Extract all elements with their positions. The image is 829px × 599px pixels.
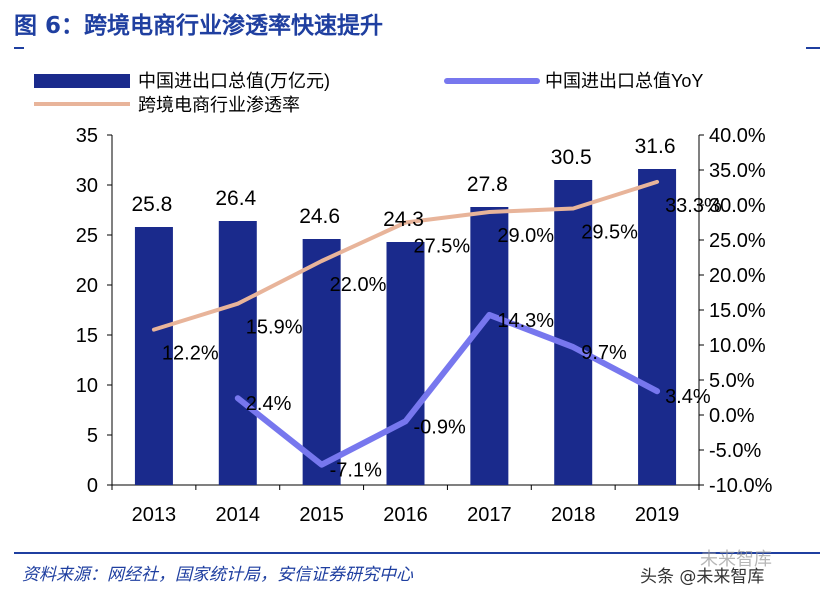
x-tick-label: 2014	[216, 504, 261, 526]
bar-value-label: 26.4	[215, 187, 256, 210]
yoy-value-label: 3.4%	[665, 386, 711, 408]
left-tick-label: 0	[87, 475, 98, 497]
yoy-value-label: -0.9%	[414, 416, 466, 438]
penetration-line	[151, 179, 660, 332]
x-tick-label: 2019	[635, 504, 680, 526]
yoy-line	[234, 311, 661, 468]
bar-value-label: 24.6	[299, 205, 340, 228]
yoy-value-label: 14.3%	[497, 310, 554, 332]
legend-label-yoy: 中国进出口总值YoY	[545, 71, 703, 91]
bar-value-label: 25.8	[131, 193, 172, 216]
legend-swatch-trade-value	[34, 74, 130, 88]
bar-2014	[218, 221, 257, 485]
right-tick-label: 30.0%	[709, 195, 766, 217]
bar-2019	[638, 169, 677, 485]
bar-series	[134, 169, 677, 485]
bar-value-label: 30.5	[551, 146, 592, 169]
bar-2013	[134, 227, 173, 485]
chart-title: 图 6：跨境电商行业渗透率快速提升	[14, 13, 384, 39]
x-tick-label: 2017	[467, 504, 512, 526]
yoy-value-label: 2.4%	[246, 393, 292, 415]
right-tick-label: 15.0%	[709, 300, 766, 322]
yoy-value-label: -7.1%	[330, 460, 382, 482]
line-series	[151, 179, 661, 468]
right-tick-label: 40.0%	[709, 125, 766, 147]
bar-2016	[386, 242, 425, 485]
x-tick-label: 2015	[299, 504, 344, 526]
left-tick-label: 25	[76, 225, 98, 247]
left-tick-label: 30	[76, 175, 98, 197]
title-rule-left	[14, 47, 24, 49]
left-tick-label: 5	[87, 425, 98, 447]
right-tick-label: 10.0%	[709, 335, 766, 357]
left-tick-label: 20	[76, 275, 98, 297]
penetration-value-label: 33.3%	[665, 195, 722, 217]
penetration-value-label: 22.0%	[330, 274, 387, 296]
legend-label-penetration: 跨境电商行业渗透率	[138, 95, 300, 115]
right-tick-label: 20.0%	[709, 265, 766, 287]
legend-label-trade-value: 中国进出口总值(万亿元)	[138, 71, 330, 91]
right-tick-label: 25.0%	[709, 230, 766, 252]
penetration-value-label: 12.2%	[162, 343, 219, 365]
penetration-value-label: 27.5%	[414, 236, 471, 258]
bar-value-label: 31.6	[635, 135, 676, 158]
penetration-value-label: 15.9%	[246, 317, 303, 339]
bar-2018	[554, 180, 593, 485]
axes: 0 5 10 15 20 25 30 35 -10.0% -5.0% 0.0% 5.0% 10.0% 15…	[76, 125, 773, 526]
penetration-value-label: 29.0%	[497, 225, 554, 247]
footer-rule	[14, 552, 820, 554]
x-tick-label: 2016	[383, 504, 428, 526]
bar-value-label: 24.3	[383, 208, 424, 231]
left-tick-label: 15	[76, 325, 98, 347]
legend: 中国进出口总值(万亿元) 中国进出口总值YoY 跨境电商行业渗透率	[34, 71, 703, 115]
right-tick-label: 35.0%	[709, 160, 766, 182]
penetration-value-label: 29.5%	[581, 222, 638, 244]
left-tick-label: 35	[76, 125, 98, 147]
title-rule-right	[806, 47, 820, 49]
source-note: 资料来源：网经社，国家统计局，安信证券研究中心	[22, 565, 413, 585]
right-tick-label: 0.0%	[709, 405, 755, 427]
data-labels: 25.8 26.4 24.6 24.3 27.8 30.5 31.6 12.2% 15.9% 22…	[131, 135, 722, 482]
watermark: 头条 @未来智库	[640, 567, 765, 587]
x-tick-label: 2013	[132, 504, 177, 526]
bar-2017	[470, 207, 509, 485]
left-tick-label: 10	[76, 375, 98, 397]
x-tick-label: 2018	[551, 504, 596, 526]
right-tick-label: 5.0%	[709, 370, 755, 392]
bar-2015	[302, 239, 341, 485]
yoy-value-label: 9.7%	[581, 342, 627, 364]
right-tick-label: -5.0%	[709, 440, 761, 462]
bar-value-label: 27.8	[467, 173, 508, 196]
right-tick-label: -10.0%	[709, 475, 773, 497]
watermark-logo: 未来智库	[700, 549, 772, 570]
